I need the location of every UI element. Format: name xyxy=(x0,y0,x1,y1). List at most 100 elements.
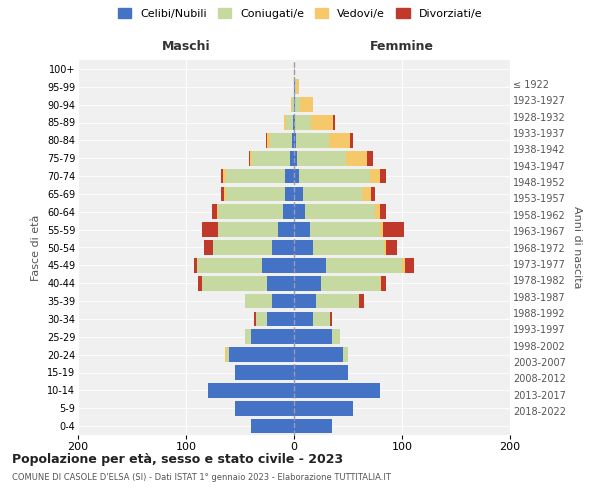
Bar xyxy=(332,330,340,344)
Bar xyxy=(221,186,224,201)
Text: Popolazione per età, sesso e stato civile - 2023: Popolazione per età, sesso e stato civil… xyxy=(12,452,343,466)
Bar xyxy=(208,383,294,398)
Bar xyxy=(294,312,313,326)
Bar xyxy=(266,133,267,148)
Y-axis label: Anni di nascita: Anni di nascita xyxy=(572,206,583,289)
Bar xyxy=(294,258,326,272)
Bar xyxy=(202,222,218,237)
Bar xyxy=(294,186,302,201)
Bar xyxy=(217,204,218,219)
Bar xyxy=(380,168,386,184)
Bar xyxy=(386,240,397,255)
Bar xyxy=(267,276,294,290)
Bar xyxy=(270,133,292,148)
Text: COMUNE DI CASOLE D'ELSA (SI) - Dati ISTAT 1° gennaio 2023 - Elaborazione TUTTITA: COMUNE DI CASOLE D'ELSA (SI) - Dati ISTA… xyxy=(12,472,391,482)
Bar xyxy=(301,98,313,112)
Bar xyxy=(221,168,223,184)
Bar xyxy=(294,419,332,434)
Bar xyxy=(294,204,305,219)
Bar xyxy=(329,312,332,326)
Bar xyxy=(294,383,380,398)
Bar xyxy=(197,258,262,272)
Legend: Celibi/Nubili, Coniugati/e, Vedovi/e, Divorziati/e: Celibi/Nubili, Coniugati/e, Vedovi/e, Di… xyxy=(118,8,482,19)
Bar xyxy=(295,115,311,130)
Bar xyxy=(311,115,333,130)
Bar xyxy=(310,222,380,237)
Bar xyxy=(294,401,353,415)
Bar xyxy=(213,240,272,255)
Bar xyxy=(333,115,335,130)
Bar xyxy=(313,312,329,326)
Bar xyxy=(283,204,294,219)
Bar xyxy=(294,62,295,76)
Bar xyxy=(235,401,294,415)
Bar xyxy=(302,186,362,201)
Bar xyxy=(375,204,380,219)
Bar xyxy=(294,330,332,344)
Bar xyxy=(371,186,375,201)
Bar xyxy=(284,115,286,130)
Bar xyxy=(297,151,346,166)
Bar xyxy=(294,222,310,237)
Bar xyxy=(286,186,294,201)
Bar xyxy=(218,204,283,219)
Bar xyxy=(254,312,256,326)
Bar xyxy=(294,168,299,184)
Bar xyxy=(359,294,364,308)
Bar xyxy=(346,151,367,166)
Bar xyxy=(291,98,292,112)
Bar xyxy=(350,133,353,148)
Bar xyxy=(223,168,226,184)
Bar xyxy=(212,204,217,219)
Bar xyxy=(278,222,294,237)
Bar xyxy=(267,312,294,326)
Bar xyxy=(326,258,402,272)
Bar xyxy=(295,98,301,112)
Bar xyxy=(294,294,316,308)
Bar xyxy=(272,294,294,308)
Bar xyxy=(218,222,278,237)
Bar xyxy=(296,80,299,94)
Bar xyxy=(294,276,321,290)
Bar xyxy=(382,276,386,290)
Bar xyxy=(294,80,295,94)
Bar xyxy=(316,294,359,308)
Bar xyxy=(194,258,197,272)
Bar xyxy=(299,168,370,184)
Bar xyxy=(227,348,229,362)
Bar xyxy=(252,151,290,166)
Bar xyxy=(380,276,382,290)
Bar xyxy=(343,348,348,362)
Bar xyxy=(383,222,404,237)
Bar xyxy=(370,168,380,184)
Bar xyxy=(294,365,348,380)
Bar xyxy=(286,168,294,184)
Bar xyxy=(286,115,293,130)
Bar xyxy=(272,240,294,255)
Bar xyxy=(245,294,272,308)
Bar xyxy=(224,186,226,201)
Bar xyxy=(262,258,294,272)
Y-axis label: Fasce di età: Fasce di età xyxy=(31,214,41,280)
Bar xyxy=(198,276,202,290)
Bar xyxy=(292,98,294,112)
Text: Femmine: Femmine xyxy=(370,40,434,53)
Bar xyxy=(250,151,252,166)
Text: Maschi: Maschi xyxy=(161,40,211,53)
Bar xyxy=(248,151,250,166)
Bar xyxy=(294,133,296,148)
Bar xyxy=(251,330,294,344)
Bar xyxy=(294,240,313,255)
Bar xyxy=(235,365,294,380)
Bar xyxy=(290,151,294,166)
Bar xyxy=(202,276,267,290)
Bar xyxy=(383,240,386,255)
Bar xyxy=(294,348,343,362)
Bar xyxy=(256,312,267,326)
Bar xyxy=(367,151,373,166)
Bar xyxy=(295,80,296,94)
Bar xyxy=(292,133,294,148)
Bar xyxy=(294,151,297,166)
Bar xyxy=(313,240,383,255)
Bar xyxy=(296,133,329,148)
